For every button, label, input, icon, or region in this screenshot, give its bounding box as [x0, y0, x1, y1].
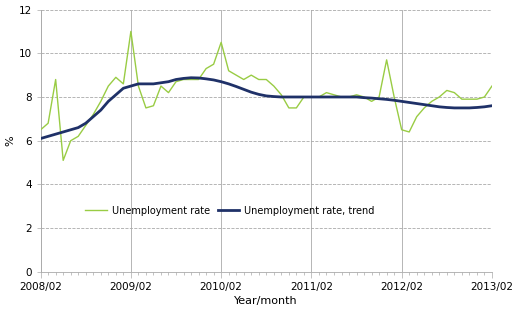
Unemployment rate	[323, 91, 330, 95]
Unemployment rate	[211, 62, 217, 66]
Unemployment rate	[158, 84, 164, 88]
Unemployment rate, trend	[37, 137, 44, 140]
Y-axis label: %: %	[6, 135, 16, 146]
Unemployment rate	[60, 158, 66, 162]
Legend: Unemployment rate, Unemployment rate, trend: Unemployment rate, Unemployment rate, tr…	[81, 202, 378, 220]
Unemployment rate, trend	[286, 95, 292, 99]
Unemployment rate	[128, 30, 134, 33]
X-axis label: Year/month: Year/month	[235, 296, 298, 306]
Unemployment rate	[444, 89, 450, 92]
Unemployment rate	[37, 128, 44, 132]
Unemployment rate, trend	[128, 84, 134, 88]
Unemployment rate	[293, 106, 299, 110]
Line: Unemployment rate: Unemployment rate	[40, 32, 492, 160]
Unemployment rate, trend	[316, 95, 322, 99]
Unemployment rate, trend	[188, 76, 194, 80]
Line: Unemployment rate, trend: Unemployment rate, trend	[40, 78, 492, 139]
Unemployment rate, trend	[203, 77, 209, 81]
Unemployment rate	[143, 106, 149, 110]
Unemployment rate, trend	[489, 104, 495, 108]
Unemployment rate	[489, 84, 495, 88]
Unemployment rate, trend	[143, 82, 149, 86]
Unemployment rate, trend	[436, 105, 442, 109]
